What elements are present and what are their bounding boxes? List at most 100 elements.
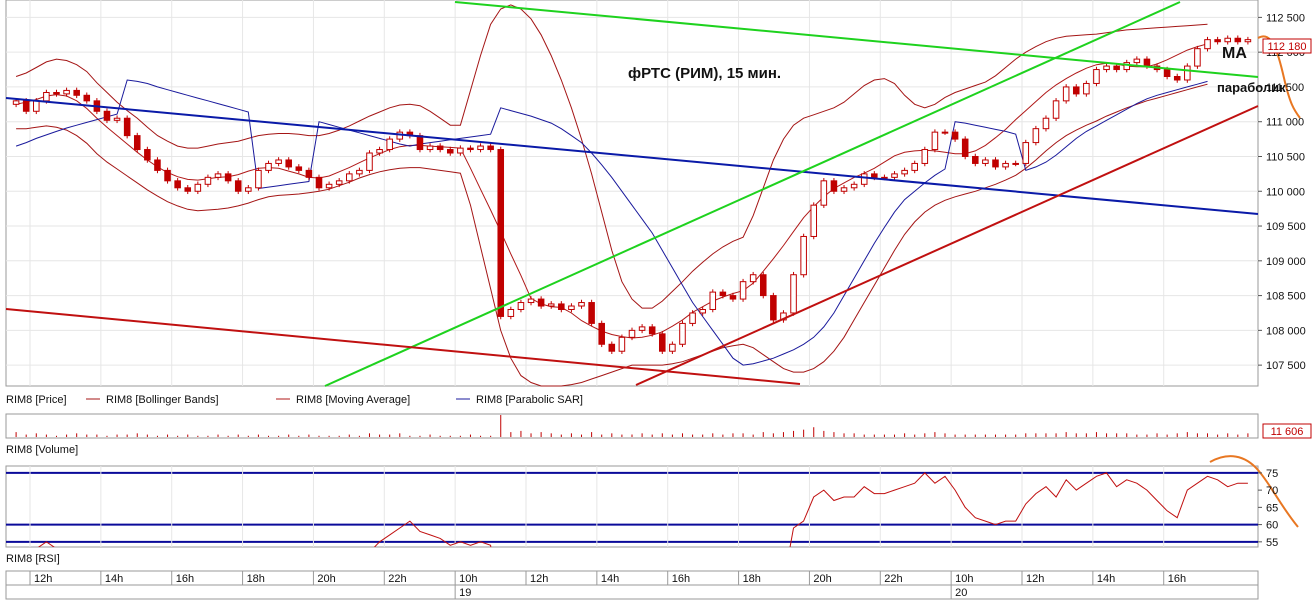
candle-body [356, 169, 363, 175]
rsi-tick-label: 55 [1266, 537, 1278, 549]
candle [1234, 35, 1242, 45]
price-tick-label: 111 000 [1266, 117, 1304, 129]
sar-label: параболик [1217, 80, 1286, 95]
candle [285, 157, 292, 170]
candle-body [487, 145, 494, 151]
candle [164, 167, 171, 184]
candle-body [1002, 162, 1009, 168]
grid-lines [6, 0, 1258, 386]
candle-body [184, 187, 192, 192]
candle-body [800, 235, 807, 276]
candle [53, 89, 60, 97]
time-tick-label: 12h [530, 573, 548, 585]
candle [234, 178, 242, 195]
price-tick-label: 110 500 [1266, 151, 1305, 163]
last-price-label: 112 180 [1268, 41, 1307, 53]
candle-body [1123, 62, 1131, 71]
candle-body [558, 303, 565, 310]
candle [679, 320, 686, 348]
candle [376, 146, 383, 156]
legend-entry: RIM8 [Bollinger Bands] [106, 394, 219, 406]
candle-body [608, 343, 616, 352]
time-tick-label: 10h [955, 573, 973, 585]
candle [335, 178, 343, 188]
candle-body [154, 159, 161, 171]
candle [1194, 45, 1201, 69]
candle-body [749, 274, 757, 283]
time-tick-label: 16h [1168, 573, 1186, 585]
candle-body [376, 149, 383, 154]
candle [1224, 35, 1231, 45]
candle-body [759, 274, 767, 297]
candle-body [436, 145, 444, 151]
candle [578, 299, 585, 309]
candle [972, 153, 979, 167]
candle-body [1012, 162, 1019, 165]
candle [850, 181, 858, 191]
candle [426, 143, 434, 153]
candle [123, 115, 131, 139]
candle-body [638, 326, 646, 331]
candle-body [719, 291, 727, 297]
candle [588, 299, 595, 327]
candle [1184, 63, 1191, 83]
price-tick-label: 107 500 [1266, 360, 1306, 372]
candle-body [618, 336, 626, 352]
candle-body [679, 322, 686, 345]
candle [992, 157, 999, 170]
candle-body [982, 159, 989, 164]
candle [648, 324, 656, 337]
volume-legend: RIM8 [Volume] [6, 444, 78, 456]
candle-body [426, 145, 434, 151]
chart-title: фРТС (РИМ), 15 мин. [628, 65, 781, 82]
candle [174, 178, 181, 191]
price-candles [12, 35, 1252, 355]
candle-body [941, 131, 949, 134]
candle [1133, 56, 1141, 66]
trend-lines [5, 1, 1259, 387]
candle [1173, 73, 1181, 83]
candle [901, 167, 908, 177]
green-support-trendline [324, 1, 1181, 387]
candle-body [1062, 86, 1070, 102]
candle [638, 324, 646, 334]
candle-body [810, 204, 818, 237]
volume-pane-frame [5, 413, 1259, 439]
candle-body [174, 180, 181, 189]
candle-body [1052, 100, 1060, 119]
candle [1012, 160, 1019, 167]
time-tick-label: 12h [1026, 573, 1044, 585]
candle-body [123, 117, 131, 137]
candle [467, 145, 474, 153]
candle-body [446, 149, 454, 154]
candle-body [648, 326, 656, 335]
candle-body [457, 147, 464, 154]
candle [63, 87, 70, 97]
candle [810, 202, 818, 240]
candle-body [1204, 39, 1211, 50]
candle [921, 146, 929, 167]
candle [790, 271, 797, 316]
candle-body [659, 333, 666, 352]
candle [951, 129, 959, 142]
price-tick-label: 112 500 [1266, 12, 1305, 24]
candle-body [699, 308, 706, 314]
candle [800, 233, 807, 278]
candle [295, 164, 303, 174]
candle-body [477, 145, 484, 151]
candle [366, 150, 373, 174]
rsi-pane-frame [5, 465, 1259, 548]
candle [386, 136, 393, 153]
candle [558, 301, 565, 313]
candle [204, 174, 212, 188]
candle [911, 160, 918, 174]
candle-body [537, 298, 545, 307]
candle-body [871, 173, 878, 178]
candle-body [194, 183, 202, 192]
candle-body [1042, 117, 1050, 130]
candle [547, 301, 555, 309]
candle [356, 167, 363, 177]
candle-body [255, 169, 262, 189]
candle-body [881, 176, 888, 179]
